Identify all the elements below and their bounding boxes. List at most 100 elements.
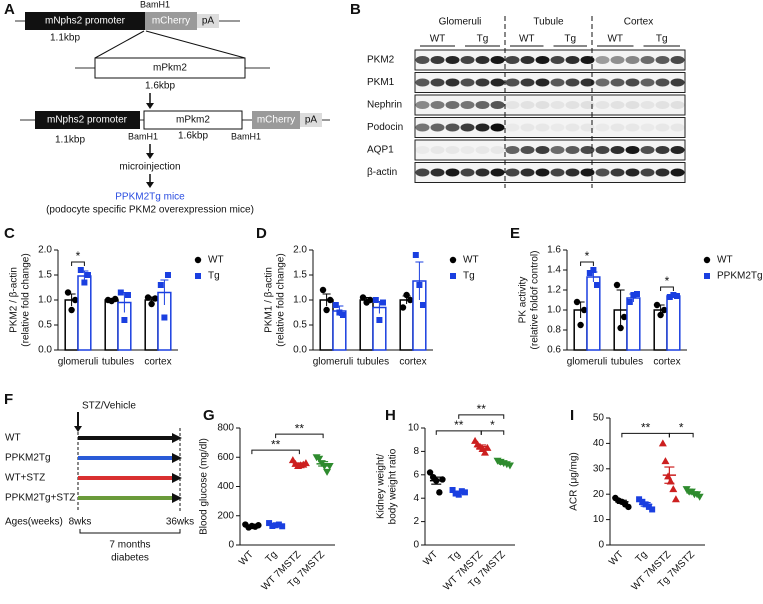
blot-band <box>475 78 490 87</box>
blot-band <box>535 78 550 87</box>
arrow-head <box>74 426 82 432</box>
insert-label: mPkm2 <box>176 115 210 126</box>
construct-diagram: mNphs2 promoter mCherry pA BamH1 1.1kbp … <box>15 0 330 216</box>
data-point <box>359 294 367 301</box>
blot-band <box>505 123 520 132</box>
blot-band <box>490 123 505 132</box>
significance-bracket <box>251 449 300 455</box>
result-label: PPKM2Tg mice <box>115 192 185 203</box>
y-tick-label: 1.0 <box>547 305 561 316</box>
data-point <box>419 302 426 308</box>
protein-label: Podocin <box>367 122 403 133</box>
blot-strip <box>414 117 686 138</box>
y-axis-label: Kidney weight/ <box>376 454 387 519</box>
treatment-label: STZ/Vehicle <box>82 401 136 412</box>
y-tick-label: 0 <box>413 540 419 551</box>
mcherry-box <box>145 12 197 30</box>
bar <box>144 299 159 351</box>
blot-band <box>460 101 475 109</box>
data-point <box>586 270 593 276</box>
blot-band <box>580 168 595 177</box>
data-point <box>649 506 656 513</box>
group-label: PPKM2Tg+STZ <box>5 493 75 504</box>
blot-band <box>565 168 580 177</box>
size-label: 1.6kbp <box>178 131 208 142</box>
data-point <box>315 455 324 463</box>
y-tick-label: 0.5 <box>38 320 52 331</box>
legend-label: PPKM2Tg <box>717 271 763 282</box>
y-tick-label: 20 <box>593 489 605 500</box>
data-point <box>148 300 155 308</box>
data-point <box>657 311 664 319</box>
blot-band <box>565 78 580 87</box>
bar <box>666 295 681 351</box>
significance-label: * <box>490 418 495 432</box>
legend-marker <box>195 273 201 279</box>
y-tick-label: 10 <box>408 423 420 434</box>
data-point <box>455 491 462 498</box>
data-point <box>366 296 374 304</box>
protein-label: Nephrin <box>367 100 402 111</box>
blot-band <box>475 168 490 177</box>
y-tick-label: 0.0 <box>38 345 52 356</box>
blot-band <box>670 101 685 109</box>
blot-band <box>670 146 685 154</box>
blot-band <box>580 101 595 109</box>
blot-band <box>490 78 505 87</box>
y-tick-label: 0.0 <box>293 345 307 356</box>
y-tick-label: 0 <box>598 540 604 551</box>
size-label: 1.1kbp <box>50 33 80 44</box>
blot-band <box>550 101 565 109</box>
blot-band <box>550 56 565 64</box>
data-point <box>661 457 670 465</box>
y-tick-label: 800 <box>217 423 234 434</box>
blot-band <box>610 168 625 177</box>
arrow-head <box>172 433 182 443</box>
arrow-head <box>172 493 182 503</box>
blot-band <box>520 123 535 132</box>
data-point <box>124 292 131 298</box>
data-point <box>339 312 346 318</box>
data-point <box>161 314 168 321</box>
legend-marker <box>704 273 710 279</box>
y-tick-label: 400 <box>217 481 234 492</box>
y-tick-label: 1.5 <box>293 270 307 281</box>
blot-band <box>445 168 460 177</box>
blot-band <box>595 56 610 64</box>
data-point <box>573 298 581 306</box>
significance-label: ** <box>295 421 305 435</box>
data-point <box>639 498 646 505</box>
blot-band <box>625 168 640 177</box>
blot-band <box>580 56 595 64</box>
arrow-head <box>172 453 182 463</box>
legend-label: WT <box>717 255 733 266</box>
y-tick-label: 1.2 <box>547 285 561 296</box>
promoter-box <box>35 111 140 129</box>
legend-marker <box>194 256 202 264</box>
significance-bracket <box>458 414 505 419</box>
data-point <box>64 289 72 296</box>
blot-band <box>415 56 430 64</box>
data-point <box>71 296 79 304</box>
data-point <box>670 292 677 298</box>
y-tick-label: 600 <box>217 452 234 463</box>
data-point <box>620 313 628 321</box>
blot-band <box>655 146 670 154</box>
size-label: 1.1kbp <box>55 135 85 146</box>
blot-band <box>565 123 580 132</box>
blot-band <box>430 78 445 87</box>
blot-band <box>565 146 580 154</box>
protein-label: β-actin <box>367 167 397 178</box>
group-label: PPKM2Tg <box>5 453 51 464</box>
pa-box <box>197 14 219 28</box>
blot-band <box>460 146 475 154</box>
blot-band <box>430 101 445 109</box>
blot-band <box>415 123 430 132</box>
y-tick-label: 2 <box>413 516 419 527</box>
y-tick-label: 4 <box>413 493 419 504</box>
data-point <box>332 302 339 308</box>
blot-band <box>625 56 640 64</box>
age-start: 8wks <box>69 517 92 528</box>
significance-label: ** <box>454 418 464 432</box>
blot-band <box>580 78 595 87</box>
